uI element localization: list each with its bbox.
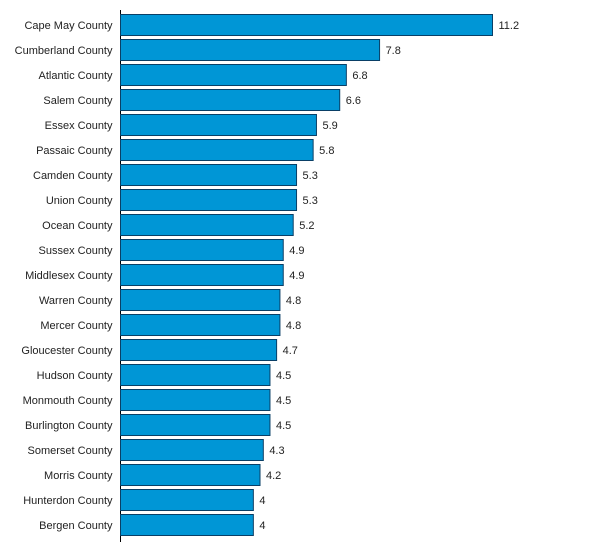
bar xyxy=(120,139,314,161)
category-label: Camden County xyxy=(33,170,113,182)
value-label: 11.2 xyxy=(499,20,520,32)
value-label: 4 xyxy=(259,495,265,507)
category-label: Hunterdon County xyxy=(23,495,113,507)
category-label: Union County xyxy=(46,195,113,207)
category-label: Salem County xyxy=(43,95,113,107)
value-label: 4.5 xyxy=(276,395,291,407)
category-label: Bergen County xyxy=(39,520,113,532)
bar xyxy=(120,414,271,436)
bar xyxy=(120,489,254,511)
bar xyxy=(120,264,284,286)
bar xyxy=(120,364,271,386)
value-label: 4.2 xyxy=(266,470,281,482)
bar xyxy=(120,189,298,211)
category-label: Hudson County xyxy=(37,370,113,382)
category-label: Burlington County xyxy=(25,420,113,432)
category-label: Cumberland County xyxy=(15,45,113,57)
bar xyxy=(120,239,284,261)
value-label: 4.9 xyxy=(289,270,304,282)
value-label: 4.5 xyxy=(276,370,291,382)
value-label: 4.5 xyxy=(276,420,291,432)
category-label: Passaic County xyxy=(36,145,113,157)
value-label: 4.9 xyxy=(289,245,304,257)
bar xyxy=(120,14,493,36)
category-label: Ocean County xyxy=(42,220,113,232)
category-label: Warren County xyxy=(39,295,113,307)
bar xyxy=(120,214,294,236)
bar xyxy=(120,89,341,111)
category-label: Monmouth County xyxy=(23,395,113,407)
value-label: 5.3 xyxy=(303,195,318,207)
category-label: Cape May County xyxy=(24,20,113,32)
bar xyxy=(120,64,347,86)
category-label: Gloucester County xyxy=(21,345,113,357)
bar xyxy=(120,464,261,486)
value-label: 4.7 xyxy=(283,345,298,357)
bar xyxy=(120,39,381,61)
value-label: 5.2 xyxy=(299,220,314,232)
value-label: 6.8 xyxy=(352,70,367,82)
value-label: 7.8 xyxy=(386,45,401,57)
value-label: 4.8 xyxy=(286,320,301,332)
category-label: Mercer County xyxy=(40,320,113,332)
bar xyxy=(120,164,298,186)
bar xyxy=(120,389,271,411)
bar xyxy=(120,289,281,311)
value-label: 6.6 xyxy=(346,95,361,107)
bar xyxy=(120,114,317,136)
category-label: Somerset County xyxy=(28,445,113,457)
category-label: Sussex County xyxy=(39,245,113,257)
value-label: 5.8 xyxy=(319,145,334,157)
bars-group: Cape May County 11.2 Cumberland County 7.8 A… xyxy=(15,14,520,536)
value-label: 4 xyxy=(259,520,265,532)
bar xyxy=(120,439,264,461)
bar xyxy=(120,339,278,361)
value-label: 5.3 xyxy=(303,170,318,182)
value-label: 5.9 xyxy=(322,120,337,132)
bar xyxy=(120,314,281,336)
category-label: Middlesex County xyxy=(25,270,113,282)
category-label: Atlantic County xyxy=(39,70,113,82)
category-label: Essex County xyxy=(45,120,113,132)
category-label: Morris County xyxy=(44,470,113,482)
bar xyxy=(120,514,254,536)
value-label: 4.8 xyxy=(286,295,301,307)
value-label: 4.3 xyxy=(269,445,284,457)
